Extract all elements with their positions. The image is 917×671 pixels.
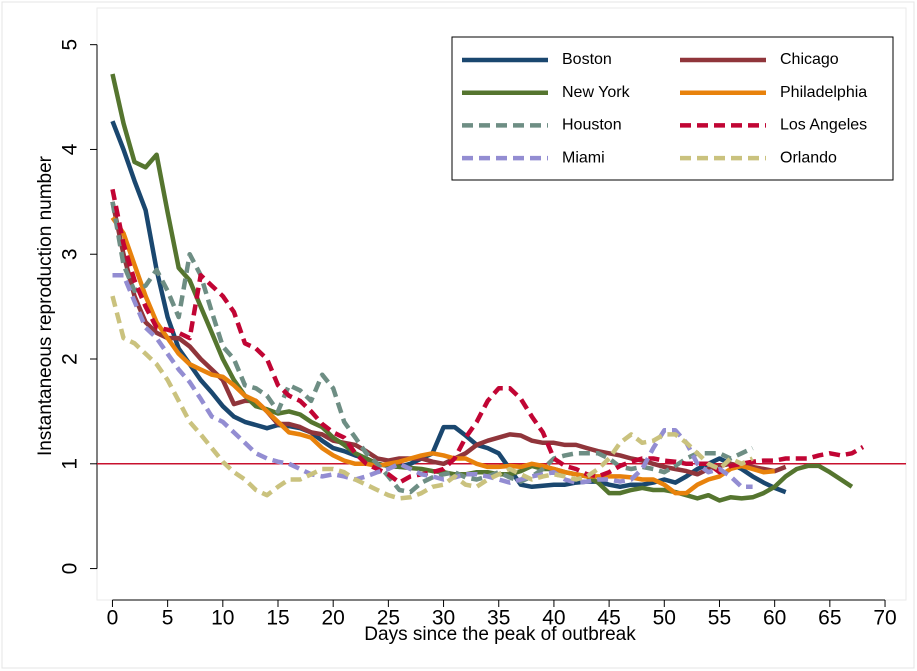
x-tick-label: 60 [763, 607, 786, 630]
x-tick-label: 25 [377, 607, 400, 630]
x-tick-label: 0 [107, 607, 119, 630]
x-tick-label: 45 [597, 607, 620, 630]
y-tick-label: 3 [59, 248, 82, 260]
x-tick-label: 70 [873, 607, 896, 630]
y-axis-title: Instantaneous reproduction number [35, 155, 56, 456]
y-tick-label: 1 [59, 458, 82, 470]
x-tick-label: 65 [818, 607, 841, 630]
x-tick-label: 30 [432, 607, 455, 630]
legend-label: Philadelphia [780, 84, 867, 101]
legend-label: Los Angeles [780, 117, 867, 134]
y-tick-label: 0 [59, 563, 82, 575]
y-tick-label: 4 [59, 143, 82, 155]
x-tick-label: 40 [542, 607, 565, 630]
x-tick-label: 5 [162, 607, 174, 630]
x-axis-title: Days since the peak of outbreak [364, 624, 636, 645]
x-tick-label: 15 [266, 607, 289, 630]
legend-label: Miami [562, 149, 605, 166]
legend-label: Chicago [780, 51, 839, 68]
x-tick-label: 20 [322, 607, 345, 630]
series-line [112, 272, 753, 490]
x-tick-label: 55 [708, 607, 731, 630]
series-line [110, 73, 854, 503]
x-tick-label: 10 [211, 607, 234, 630]
y-tick-label: 5 [59, 39, 82, 51]
legend-label: Orlando [780, 149, 837, 166]
legend-label: New York [562, 84, 631, 101]
legend-label: Boston [562, 51, 612, 68]
series-line [110, 120, 787, 495]
series-line [110, 295, 754, 501]
legend-label: Houston [562, 117, 622, 134]
y-tick-label: 2 [59, 353, 82, 365]
series-line [110, 216, 775, 496]
x-tick-label: 35 [487, 607, 510, 630]
x-tick-label: 50 [653, 607, 676, 630]
series-line [110, 201, 754, 495]
